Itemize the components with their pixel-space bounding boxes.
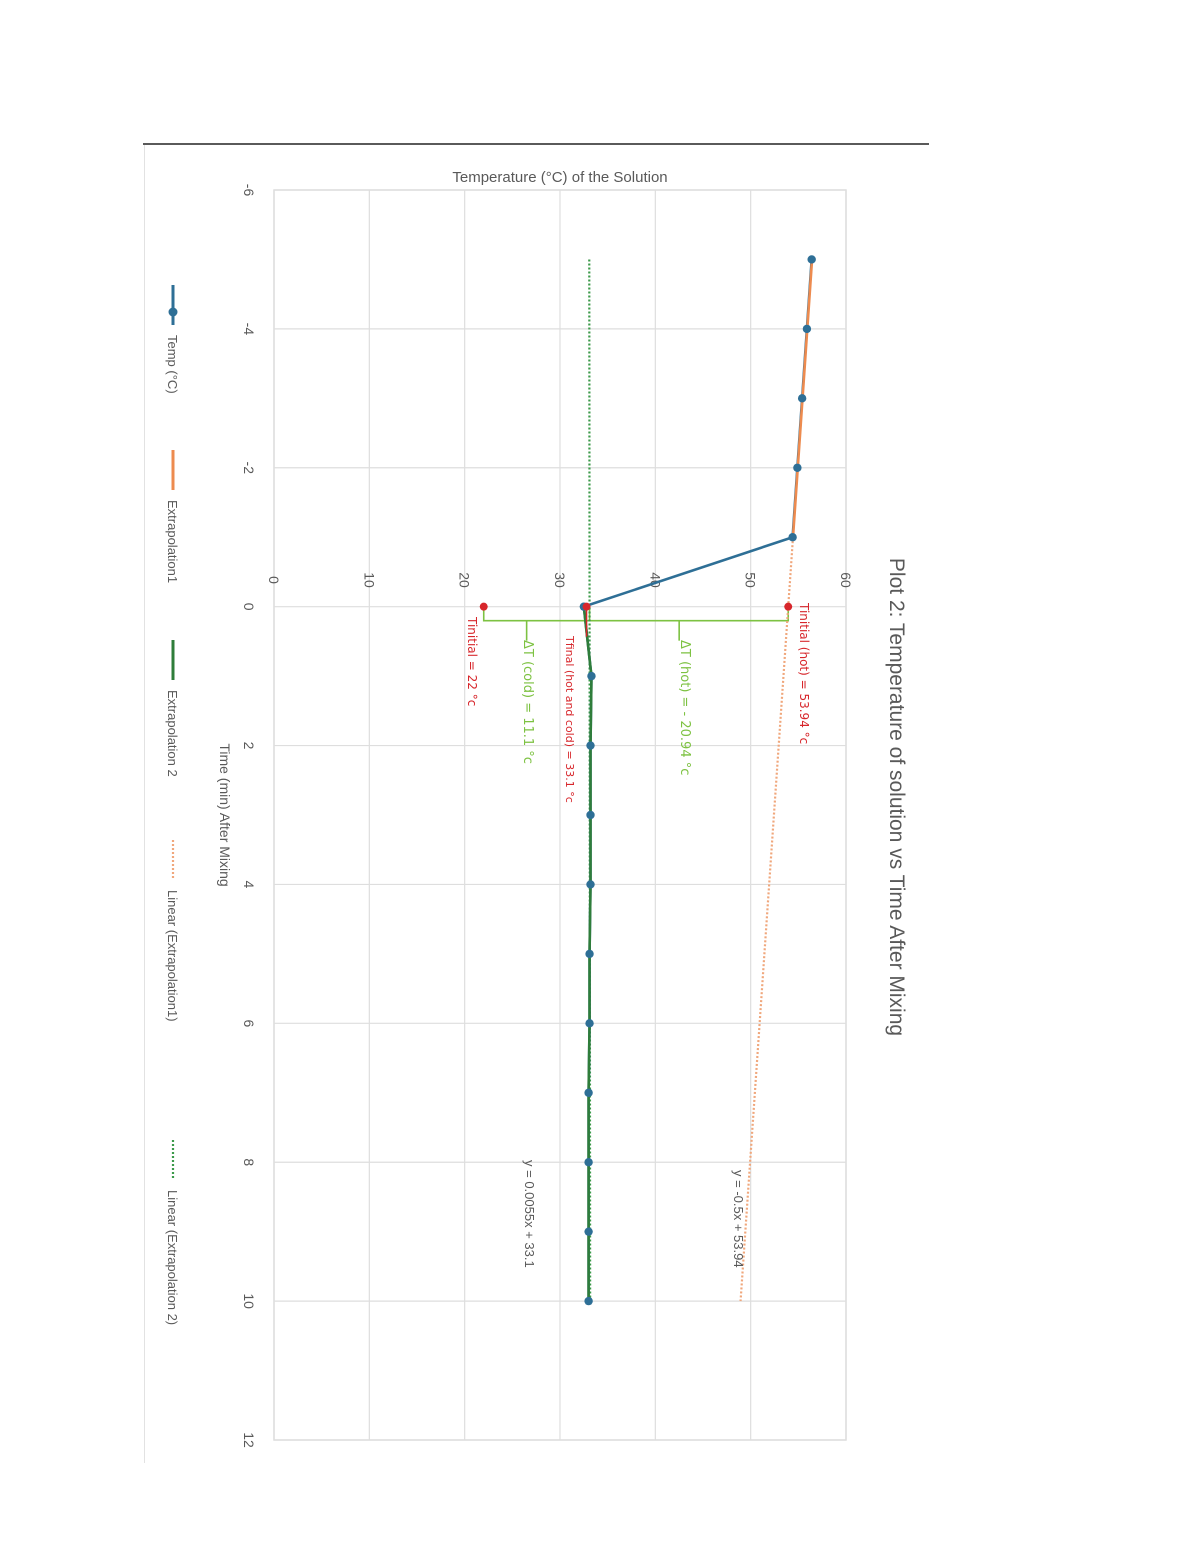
annotation-delta-t-hot: ΔT (hot) = - 20.94 °c: [677, 640, 692, 775]
legend-label: Extrapolation 2: [165, 690, 180, 777]
data-point-marker: [807, 255, 816, 264]
trendline-equation-2: y = 0.0055x + 33.1: [522, 1160, 537, 1268]
annotation-lines: [482, 606, 790, 641]
data-point-marker: [586, 741, 595, 750]
data-point-marker: [793, 463, 802, 472]
time-tick-label: -6: [241, 184, 257, 197]
data-point-marker: [586, 880, 595, 889]
time-axis-title: Time (min) After Mixing: [217, 743, 233, 886]
legend-label: Temp (°C): [165, 335, 180, 394]
data-point-marker: [584, 1227, 593, 1236]
data-point-marker: [584, 1296, 593, 1306]
delta-t-bracket: [482, 606, 790, 622]
temperature-axis-title: Temperature (°C) of the Solution: [452, 169, 667, 186]
temperature-tick-label: 30: [552, 572, 568, 588]
chart-series: [479, 255, 816, 1306]
series-line-linear-extrapolation1-: [739, 537, 795, 1302]
annotation-t-final: Tfinal (hot and cold) = 33.1 °c: [563, 635, 576, 803]
legend-label: Extrapolation1: [165, 500, 180, 583]
data-point-marker: [584, 1088, 593, 1097]
temperature-tick-label: 10: [361, 572, 377, 588]
time-tick-label: 12: [241, 1432, 257, 1448]
data-point-marker: [788, 533, 797, 542]
data-point-marker: [587, 671, 596, 681]
data-point-marker: [585, 949, 594, 959]
temperature-tick-label: 0: [266, 576, 282, 584]
chart-grid: [273, 189, 847, 1441]
data-point-marker: [802, 324, 812, 334]
data-point-marker: [585, 1019, 594, 1028]
time-tick-label: 10: [241, 1293, 257, 1309]
legend-label: Linear (Extrapolation 2): [165, 1190, 180, 1325]
data-point-marker: [797, 394, 807, 403]
time-tick-label: 4: [241, 881, 257, 889]
annotation-t-initial-hot: Tinitial (hot) = 53.94 °c: [797, 602, 811, 744]
annotation-delta-t-cold: ΔT (cold) = 11.1 °c: [520, 640, 535, 764]
temperature-tick-label: 60: [838, 572, 854, 588]
time-tick-label: 2: [241, 742, 257, 750]
chart-title: Plot 2: Temperature of solution vs Time …: [885, 558, 908, 1036]
time-tick-label: 8: [241, 1158, 257, 1166]
legend-marker: [168, 307, 178, 317]
temperature-tick-label: 50: [743, 572, 759, 588]
legend-label: Linear (Extrapolation1): [165, 890, 180, 1022]
annotation-t-initial-cold: Tinitial = 22 °c: [465, 616, 479, 706]
data-point-marker: [586, 810, 595, 820]
trendline-equation-1: y = -0.5x + 53.94: [731, 1170, 746, 1268]
page-top-rule: [143, 143, 929, 145]
page-left-edge: [144, 145, 145, 1463]
temperature-tick-label: 20: [457, 572, 473, 588]
data-point-marker: [584, 1158, 593, 1167]
annotation-point: [479, 602, 488, 611]
chart-legend: Temp (°C) Extrapolation1 Extrapolation 2 Li…: [165, 285, 180, 1325]
time-tick-label: 6: [241, 1019, 257, 1027]
time-tick-label: 0: [241, 603, 257, 611]
series-line-temp-c-: [582, 259, 813, 1302]
time-tick-label: -4: [241, 323, 257, 336]
time-tick-label: -2: [241, 462, 257, 475]
annotation-point: [784, 602, 793, 611]
